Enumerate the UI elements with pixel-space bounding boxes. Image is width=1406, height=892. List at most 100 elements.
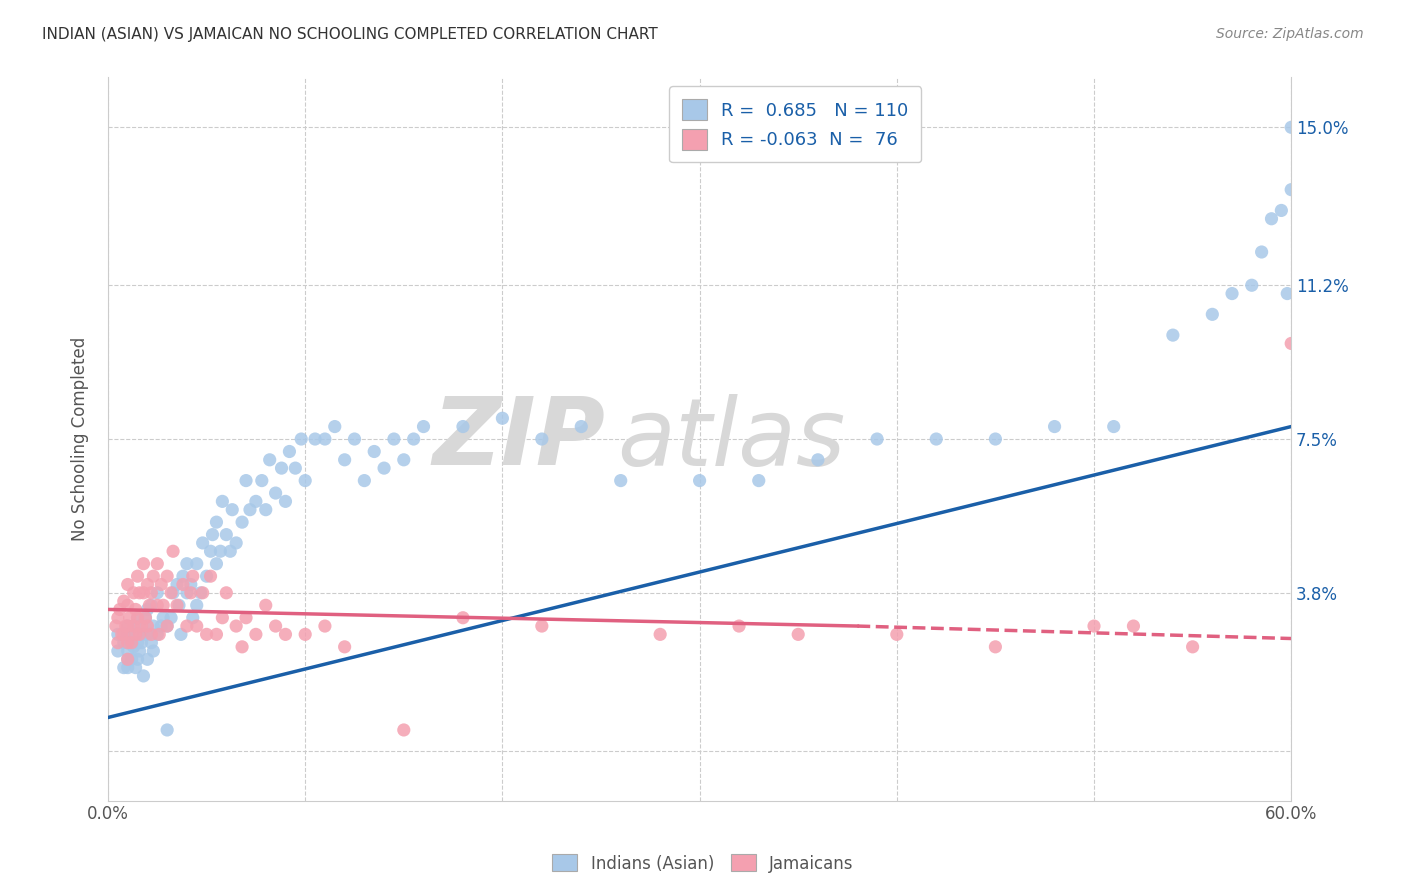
- Point: [107, 611, 129, 625]
- Point: [274, 494, 297, 508]
- Point: [148, 627, 170, 641]
- Point: [250, 474, 273, 488]
- Point: [142, 644, 165, 658]
- Point: [160, 611, 183, 625]
- Point: [104, 619, 127, 633]
- Point: [128, 619, 150, 633]
- Point: [984, 432, 1007, 446]
- Point: [124, 627, 146, 641]
- Point: [353, 474, 375, 488]
- Point: [728, 619, 751, 633]
- Point: [284, 461, 307, 475]
- Point: [117, 577, 139, 591]
- Point: [122, 619, 145, 633]
- Point: [201, 527, 224, 541]
- Point: [152, 611, 174, 625]
- Point: [141, 627, 163, 641]
- Point: [1220, 286, 1243, 301]
- Point: [131, 635, 153, 649]
- Point: [121, 635, 143, 649]
- Point: [160, 586, 183, 600]
- Point: [181, 611, 204, 625]
- Point: [127, 635, 149, 649]
- Point: [392, 723, 415, 737]
- Point: [146, 586, 169, 600]
- Point: [1270, 203, 1292, 218]
- Point: [225, 536, 247, 550]
- Point: [382, 432, 405, 446]
- Point: [150, 577, 173, 591]
- Point: [323, 419, 346, 434]
- Point: [114, 619, 136, 633]
- Point: [264, 619, 287, 633]
- Point: [136, 602, 159, 616]
- Point: [200, 544, 222, 558]
- Point: [195, 569, 218, 583]
- Point: [1279, 120, 1302, 135]
- Point: [451, 419, 474, 434]
- Point: [117, 644, 139, 658]
- Point: [117, 635, 139, 649]
- Point: [205, 515, 228, 529]
- Point: [270, 461, 292, 475]
- Point: [1181, 640, 1204, 654]
- Point: [451, 611, 474, 625]
- Point: [172, 577, 194, 591]
- Point: [186, 619, 208, 633]
- Point: [191, 536, 214, 550]
- Point: [118, 611, 141, 625]
- Point: [264, 486, 287, 500]
- Point: [530, 619, 553, 633]
- Point: [117, 652, 139, 666]
- Point: [333, 452, 356, 467]
- Point: [127, 652, 149, 666]
- Point: [117, 599, 139, 613]
- Point: [748, 474, 770, 488]
- Point: [984, 640, 1007, 654]
- Point: [259, 452, 281, 467]
- Point: [491, 411, 513, 425]
- Point: [190, 586, 212, 600]
- Point: [121, 627, 143, 641]
- Point: [392, 452, 415, 467]
- Point: [211, 611, 233, 625]
- Point: [254, 599, 277, 613]
- Point: [343, 432, 366, 446]
- Point: [225, 619, 247, 633]
- Text: Source: ZipAtlas.com: Source: ZipAtlas.com: [1216, 27, 1364, 41]
- Point: [412, 419, 434, 434]
- Point: [166, 599, 188, 613]
- Point: [146, 599, 169, 613]
- Point: [131, 619, 153, 633]
- Point: [107, 627, 129, 641]
- Point: [152, 599, 174, 613]
- Point: [609, 474, 631, 488]
- Point: [136, 619, 159, 633]
- Point: [689, 474, 711, 488]
- Point: [1260, 211, 1282, 226]
- Point: [1161, 328, 1184, 343]
- Point: [107, 644, 129, 658]
- Point: [122, 640, 145, 654]
- Point: [245, 627, 267, 641]
- Point: [231, 640, 253, 654]
- Point: [254, 502, 277, 516]
- Point: [127, 611, 149, 625]
- Point: [200, 569, 222, 583]
- Point: [569, 419, 592, 434]
- Point: [195, 627, 218, 641]
- Point: [209, 544, 232, 558]
- Point: [530, 432, 553, 446]
- Point: [122, 586, 145, 600]
- Point: [167, 599, 190, 613]
- Point: [186, 557, 208, 571]
- Point: [650, 627, 672, 641]
- Point: [128, 627, 150, 641]
- Y-axis label: No Schooling Completed: No Schooling Completed: [72, 337, 89, 541]
- Point: [134, 611, 156, 625]
- Text: ZIP: ZIP: [432, 393, 605, 485]
- Point: [314, 432, 336, 446]
- Point: [136, 577, 159, 591]
- Point: [132, 627, 155, 641]
- Point: [112, 635, 135, 649]
